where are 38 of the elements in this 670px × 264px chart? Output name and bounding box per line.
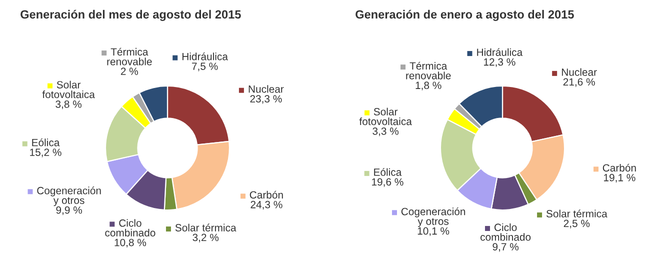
legend-label: Hidráulica <box>477 48 523 56</box>
data-label: 19,1 % <box>604 174 636 183</box>
legend-label: Nuclear <box>248 85 284 93</box>
legend-label: Solar térmica <box>175 224 236 232</box>
data-label: 15,2 % <box>30 148 62 158</box>
legend-label: Eólica <box>32 138 60 146</box>
legend-label: Nuclear <box>562 68 597 76</box>
legend-label: Eólica <box>374 168 402 176</box>
legend-label: Carbón <box>602 164 636 172</box>
data-label: 2,5 % <box>564 220 590 228</box>
data-label: 12,3 % <box>484 58 516 67</box>
legend-label: Solar fotovoltaica <box>42 80 95 98</box>
data-label: 23,3 % <box>250 95 282 104</box>
data-label: 9,7 % <box>492 243 519 252</box>
legend-label: Carbón <box>250 190 283 199</box>
data-label: 21,6 % <box>563 78 595 87</box>
chart-title: Generación del mes de agosto del 2015 <box>20 10 241 21</box>
legend-label: Térmica renovable <box>406 62 451 80</box>
legend-label: Solar térmica <box>546 210 608 218</box>
data-label: 7,5 % <box>192 62 218 72</box>
data-label: 2 % <box>120 68 138 75</box>
legend-label: Cogeneración y otros <box>401 207 466 228</box>
legend-label: Térmica renovable <box>107 48 152 66</box>
chart-title: Generación de enero a agosto del 2015 <box>356 10 574 21</box>
legend-label: Ciclo combinado <box>480 223 531 241</box>
data-label: 24,3 % <box>250 200 282 210</box>
data-label: 10,8 % <box>114 238 146 248</box>
data-label: 10,1 % <box>418 227 450 236</box>
legend-label: Solar fotovoltaica <box>359 108 412 126</box>
legend-label: Ciclo combinado <box>105 219 156 236</box>
data-label: 9,9 % <box>56 206 82 215</box>
data-label: 3,2 % <box>192 234 219 242</box>
legend-label: Cogeneración y otros <box>37 186 101 206</box>
data-label: 19,6 % <box>372 178 404 187</box>
data-label: 1,8 % <box>416 82 442 90</box>
data-label: 3,3 % <box>372 127 399 136</box>
legend-label: Hidráulica <box>182 52 228 60</box>
data-label: 3,8 % <box>56 100 82 110</box>
